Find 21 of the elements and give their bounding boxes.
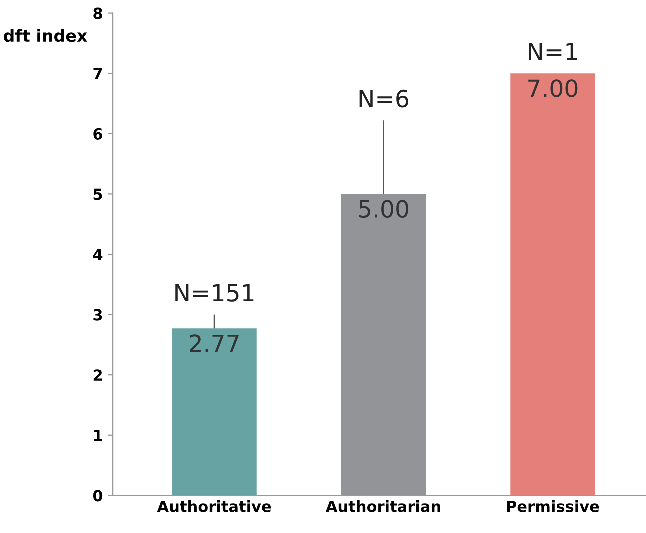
y-tick-label: 2 (94, 370, 102, 381)
y-tick-label: 0 (93, 490, 103, 502)
annotation: N=1 (529, 43, 577, 60)
y-tick-label: 4 (93, 249, 103, 260)
annotation: N=151 (176, 284, 254, 302)
bar (172, 328, 257, 496)
bar (510, 74, 596, 496)
x-tick-label: Authoritative (157, 500, 272, 512)
y-tick-label: 7 (94, 68, 102, 80)
y-tick-label: 1 (94, 430, 102, 442)
data-label: 5.00 (359, 200, 408, 218)
y-tick-label: 8 (94, 8, 102, 20)
y-tick-label: 6 (94, 128, 103, 140)
x-tick-label: Permissive (507, 500, 600, 512)
y-tick-label: 5 (94, 188, 102, 200)
annotation: N=6 (360, 90, 408, 108)
y-tick-label: 3 (94, 309, 102, 321)
x-tick-label: Authoritarian (326, 500, 440, 512)
data-label: 7.00 (528, 80, 578, 98)
data-label: 2.77 (190, 334, 239, 352)
y-axis-title: dft index (4, 29, 88, 42)
